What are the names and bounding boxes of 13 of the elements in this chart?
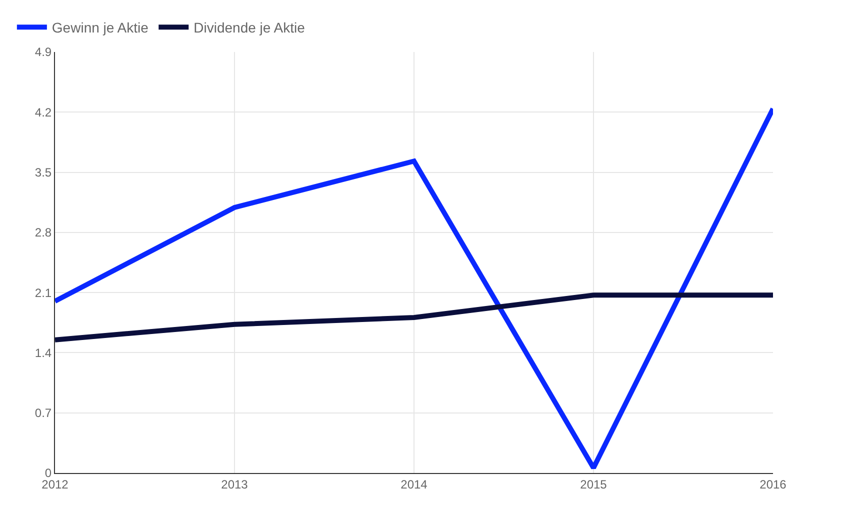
x-tick-label: 2016 bbox=[760, 477, 787, 492]
x-tick-label: 2015 bbox=[580, 477, 608, 492]
y-tick-label: 4.9 bbox=[34, 45, 52, 60]
y-tick-label: 0.7 bbox=[34, 406, 52, 420]
y-tick-label: 2.1 bbox=[34, 286, 52, 300]
y-tick-label: 3.5 bbox=[34, 165, 52, 180]
x-tick-label: 2013 bbox=[221, 477, 248, 492]
y-tick-label: 4.2 bbox=[34, 105, 52, 120]
legend-label: Gewinn je Aktie bbox=[52, 20, 149, 36]
y-tick-label: 1.4 bbox=[34, 346, 52, 360]
y-tick-label: 2.8 bbox=[34, 226, 52, 240]
legend-label: Dividende je Aktie bbox=[194, 20, 306, 36]
x-tick-label: 2014 bbox=[400, 477, 428, 492]
